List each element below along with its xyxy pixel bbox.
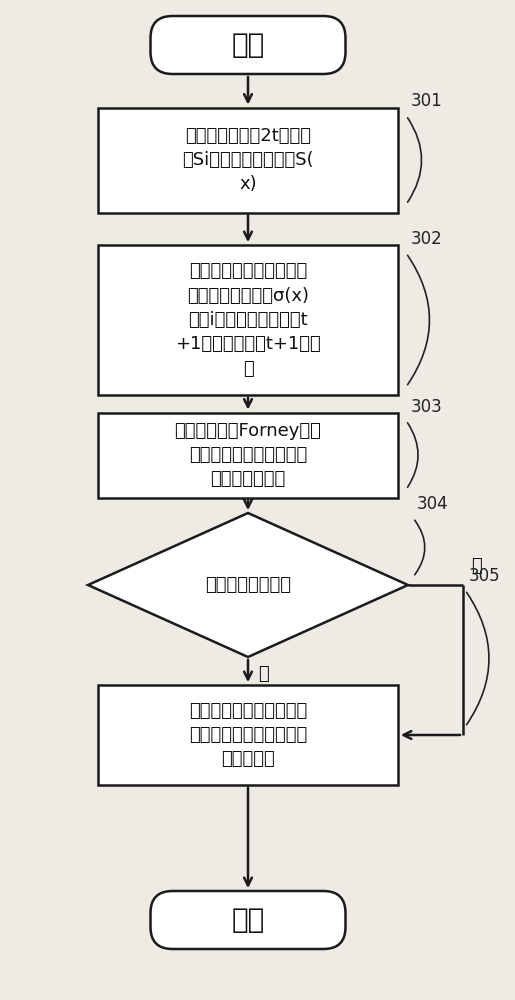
Text: 是: 是	[258, 665, 269, 683]
FancyBboxPatch shape	[150, 891, 346, 949]
Text: 301: 301	[411, 93, 443, 110]
Text: 305: 305	[469, 567, 501, 585]
Bar	[98, 107, 398, 213]
Polygon shape	[88, 513, 408, 657]
Text: 对视频数据计算2t个伴随
式Si以组成伴随多项式S(
x): 对视频数据计算2t个伴随 式Si以组成伴随多项式S( x)	[182, 127, 314, 193]
Bar	[98, 245, 398, 395]
FancyBboxPatch shape	[150, 16, 346, 74]
Text: 304: 304	[417, 495, 449, 513]
Bar	[98, 685, 398, 785]
Text: 否: 否	[471, 557, 482, 575]
Text: 开始: 开始	[231, 31, 265, 59]
Text: 求解关键方程，其中在计
算错误位置多项式σ(x)
的第i次迭代中，分别在t
+1个周期中计算t+1个系
数: 求解关键方程，其中在计 算错误位置多项式σ(x) 的第i次迭代中，分别在t +1…	[175, 262, 321, 378]
Bar	[98, 412, 398, 497]
Text: 根据码元的错误位置和相
应的错误幅度对接收的数
据进行译码: 根据码元的错误位置和相 应的错误幅度对接收的数 据进行译码	[189, 702, 307, 768]
Text: 302: 302	[411, 230, 443, 248]
Text: 303: 303	[411, 397, 443, 416]
Text: 结束: 结束	[231, 906, 265, 934]
Text: 是否存在码元错误: 是否存在码元错误	[205, 576, 291, 594]
Text: 使用钓搜索和Forney算法
计算出码元的错误位置和
相应的错误幅度: 使用钓搜索和Forney算法 计算出码元的错误位置和 相应的错误幅度	[175, 422, 321, 488]
